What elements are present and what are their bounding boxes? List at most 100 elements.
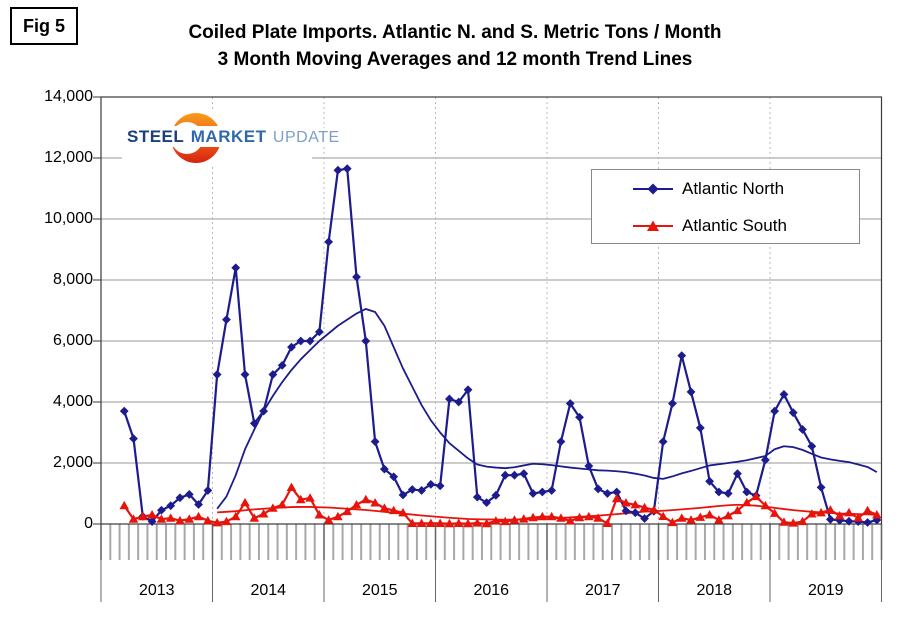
marker-diamond (454, 397, 464, 407)
marker-diamond (426, 479, 436, 489)
marker-diamond (584, 461, 594, 471)
marker-diamond (528, 489, 538, 498)
marker-diamond (779, 389, 789, 399)
marker-triangle (658, 511, 668, 520)
marker-triangle (212, 517, 222, 527)
x-year-label-2017: 2017 (584, 582, 621, 599)
marker-triangle (295, 494, 306, 504)
marker-diamond (370, 437, 380, 447)
marker-diamond (668, 399, 677, 408)
marker-diamond (640, 514, 649, 523)
marker-triangle (714, 515, 724, 524)
marker-diamond (463, 385, 473, 395)
y-tick-label-0: 0 (84, 515, 93, 532)
marker-diamond (296, 336, 306, 346)
marker-triangle (602, 518, 613, 527)
marker-diamond (268, 370, 278, 379)
marker-triangle (175, 515, 185, 525)
marker-triangle (258, 509, 269, 518)
marker-triangle (370, 498, 380, 507)
marker-triangle (221, 516, 232, 526)
marker-diamond (705, 476, 715, 486)
y-tick-label-8000: 8,000 (52, 271, 93, 288)
legend-item-atlantic-north: Atlantic North (632, 179, 784, 199)
marker-triangle (342, 506, 353, 516)
marker-diamond (500, 470, 510, 480)
marker-triangle (184, 514, 195, 523)
y-tick-label-6000: 6,000 (52, 332, 93, 349)
marker-triangle (556, 513, 566, 522)
marker-diamond (621, 506, 631, 516)
marker-triangle (481, 518, 492, 528)
logo-word-update: UPDATE (271, 128, 341, 147)
marker-triangle (305, 493, 315, 502)
series-line-atlantic-north (123, 167, 878, 524)
marker-diamond (333, 165, 343, 175)
marker-triangle (528, 512, 538, 522)
marker-triangle (518, 514, 529, 523)
y-tick-label-10000: 10,000 (44, 210, 93, 227)
marker-diamond (156, 505, 166, 515)
marker-diamond (658, 437, 668, 447)
marker-diamond (240, 370, 250, 379)
marker-triangle (277, 499, 287, 509)
marker-triangle (351, 499, 362, 509)
marker-triangle (872, 510, 882, 519)
marker-diamond (249, 418, 259, 428)
marker-diamond (129, 434, 138, 443)
marker-triangle (138, 511, 148, 521)
marker-diamond (816, 483, 826, 492)
marker-diamond (770, 406, 780, 416)
marker-diamond (407, 485, 417, 494)
marker-diamond (556, 437, 566, 447)
marker-diamond (222, 315, 231, 325)
marker-triangle (407, 518, 418, 527)
legend-item-atlantic-south: Atlantic South (632, 216, 787, 236)
marker-triangle (323, 515, 334, 524)
marker-diamond (175, 493, 185, 503)
x-year-label-2015: 2015 (361, 582, 398, 599)
marker-triangle (453, 518, 464, 527)
marker-diamond (203, 486, 213, 495)
marker-triangle (816, 507, 826, 517)
marker-diamond (510, 470, 519, 480)
marker-triangle (491, 516, 501, 525)
marker-triangle (361, 494, 371, 504)
marker-diamond (677, 351, 687, 361)
marker-diamond (686, 387, 696, 397)
marker-diamond (212, 370, 222, 379)
marker-diamond (305, 336, 315, 346)
marker-diamond (519, 469, 529, 479)
marker-triangle (314, 510, 325, 519)
marker-diamond (324, 237, 334, 247)
marker-diamond (398, 490, 408, 500)
x-year-label-2016: 2016 (473, 582, 510, 599)
marker-triangle (593, 513, 603, 522)
marker-triangle (723, 510, 733, 520)
marker-diamond (379, 464, 389, 474)
marker-diamond (547, 486, 557, 495)
marker-diamond (472, 492, 482, 502)
marker-triangle (844, 507, 854, 517)
marker-triangle (741, 497, 752, 507)
marker-triangle (249, 513, 260, 522)
marker-triangle (807, 509, 817, 518)
marker-diamond (714, 487, 724, 497)
marker-diamond (733, 469, 742, 479)
marker-diamond (844, 516, 854, 526)
marker-triangle (500, 516, 510, 526)
marker-triangle (333, 511, 343, 521)
plot-border (100, 96, 883, 525)
marker-triangle (797, 516, 808, 526)
marker-triangle (695, 512, 706, 521)
marker-triangle (649, 505, 659, 514)
marker-triangle (779, 517, 789, 526)
marker-triangle (230, 511, 241, 521)
y-tick-label-2000: 2,000 (52, 454, 93, 471)
legend-marker-north-icon (633, 183, 673, 195)
chart-subtitle: 3 Month Moving Averages and 12 month Tre… (217, 49, 693, 70)
marker-diamond (231, 263, 241, 273)
marker-diamond (166, 501, 176, 511)
marker-triangle (788, 518, 799, 527)
